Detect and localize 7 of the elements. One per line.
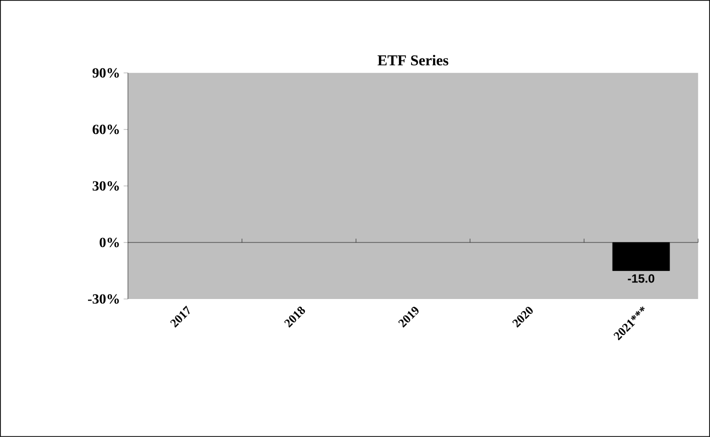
y-tick-label: -30% xyxy=(88,294,119,304)
chart-title: ETF Series xyxy=(378,54,448,66)
text: -15.0 xyxy=(628,274,654,283)
y-tick-label: 60% xyxy=(92,124,119,134)
y-tick-label: 30% xyxy=(92,181,119,191)
y-tick-label: 90% xyxy=(92,68,119,78)
y-tick-label: 0% xyxy=(100,238,119,248)
